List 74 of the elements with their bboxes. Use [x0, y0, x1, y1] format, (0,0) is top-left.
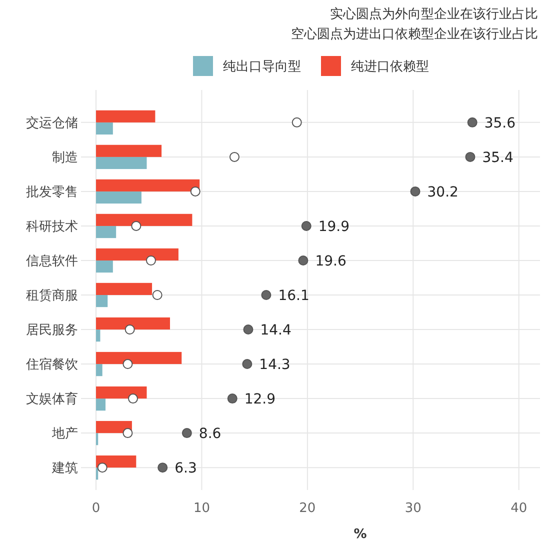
point [243, 324, 254, 335]
point [158, 462, 168, 473]
data-label: 30.2 [427, 184, 458, 200]
x-tick-label: 30 [404, 501, 422, 516]
x-tick-label: 0 [92, 501, 100, 516]
bar [96, 122, 113, 135]
legend-label: 纯进口依赖型 [351, 60, 429, 75]
bar [96, 420, 132, 434]
point [467, 117, 478, 128]
data-label: 35.4 [482, 150, 514, 166]
bar [96, 455, 136, 468]
point [124, 324, 135, 335]
point [190, 186, 200, 196]
y-tick-label: 文娱体育 [26, 391, 78, 408]
bar [96, 179, 200, 192]
data-label: 19.9 [318, 218, 350, 235]
data-label: 14.4 [260, 322, 292, 338]
point [97, 462, 108, 473]
point [298, 255, 308, 266]
point [227, 394, 238, 404]
x-tick-label: 10 [193, 501, 210, 516]
point [465, 152, 476, 162]
point [122, 359, 133, 370]
y-tick-label: 交运仓储 [26, 114, 78, 131]
bar [96, 191, 142, 204]
chart-subtitle: 空心圆点为进出口依赖型企业在该行业占比 [291, 26, 538, 42]
point [292, 117, 302, 128]
y-tick-label: 住宿餐饮 [25, 356, 78, 373]
x-tick-label: 40 [510, 501, 528, 516]
data-label: 35.6 [484, 115, 516, 132]
point [410, 186, 420, 196]
data-label: 6.3 [174, 460, 197, 476]
point [261, 290, 272, 300]
point [122, 428, 133, 438]
bar [96, 317, 170, 330]
bar [96, 295, 108, 308]
y-tick-label: 批发零售 [26, 185, 78, 200]
bar [96, 386, 147, 399]
bar [96, 156, 147, 170]
bar [96, 364, 102, 376]
bar [96, 398, 106, 411]
point [242, 359, 252, 370]
bar [96, 248, 178, 260]
y-tick-label: 制造 [52, 150, 78, 166]
point [182, 428, 192, 438]
data-label: 14.3 [259, 356, 290, 373]
point [128, 394, 138, 404]
bar [96, 110, 156, 122]
bar [96, 226, 116, 238]
x-tick-label: 20 [299, 501, 316, 516]
data-label: 16.1 [278, 288, 310, 304]
data-label: 12.9 [244, 391, 276, 408]
point [152, 290, 162, 300]
y-tick-label: 科研技术 [26, 220, 78, 235]
y-tick-label: 租赁商服 [26, 288, 78, 304]
point [131, 220, 142, 231]
bar [96, 282, 152, 295]
point [229, 152, 240, 162]
point [146, 255, 156, 266]
legend-label: 纯出口导向型 [223, 60, 301, 75]
point [301, 220, 312, 231]
x-axis-title: % [354, 527, 367, 542]
y-tick-label: 地产 [51, 426, 78, 442]
y-tick-label: 建筑 [51, 461, 78, 476]
bar [96, 260, 113, 273]
chart-title: 实心圆点为外向型企业在该行业占比 [330, 6, 538, 22]
data-label: 8.6 [198, 426, 222, 442]
bar [96, 214, 192, 226]
y-tick-label: 居民服务 [26, 323, 78, 338]
bar [96, 144, 162, 157]
data-label: 19.6 [315, 253, 346, 270]
bar [96, 352, 182, 364]
bar [96, 330, 100, 342]
y-tick-label: 信息软件 [26, 254, 78, 270]
